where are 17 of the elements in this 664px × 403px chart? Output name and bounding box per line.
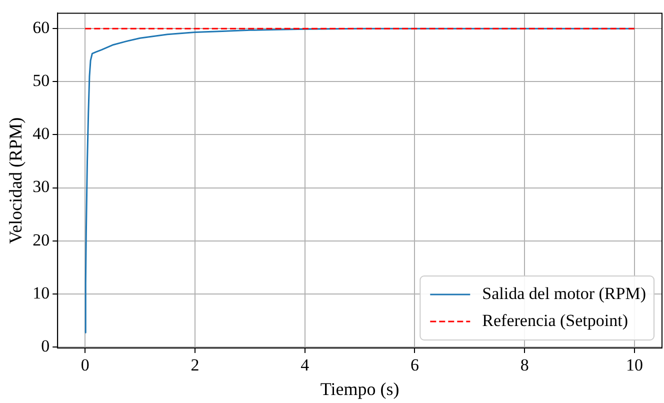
x-axis-title: Tiempo (s) [320,378,400,399]
legend-label: Referencia (Setpoint) [482,310,628,330]
y-tick-label: 40 [32,124,50,144]
x-tick-label: 10 [626,356,644,375]
y-tick-label: 60 [32,18,50,38]
y-tick-label: 50 [32,71,50,90]
x-tick-label: 8 [520,356,529,375]
x-tick-label: 2 [190,356,200,375]
y-axis-title: Velocidad (RPM) [6,117,26,244]
y-tick-label: 30 [32,177,50,196]
x-tick-label: 4 [300,356,310,375]
x-tick-label: 0 [80,356,90,375]
y-tick-label: 20 [32,230,50,250]
y-tick-label: 10 [32,283,50,302]
legend-label: Salida del motor (RPM) [482,284,646,303]
x-tick-label: 6 [410,356,419,375]
y-tick-label: 0 [41,336,50,356]
